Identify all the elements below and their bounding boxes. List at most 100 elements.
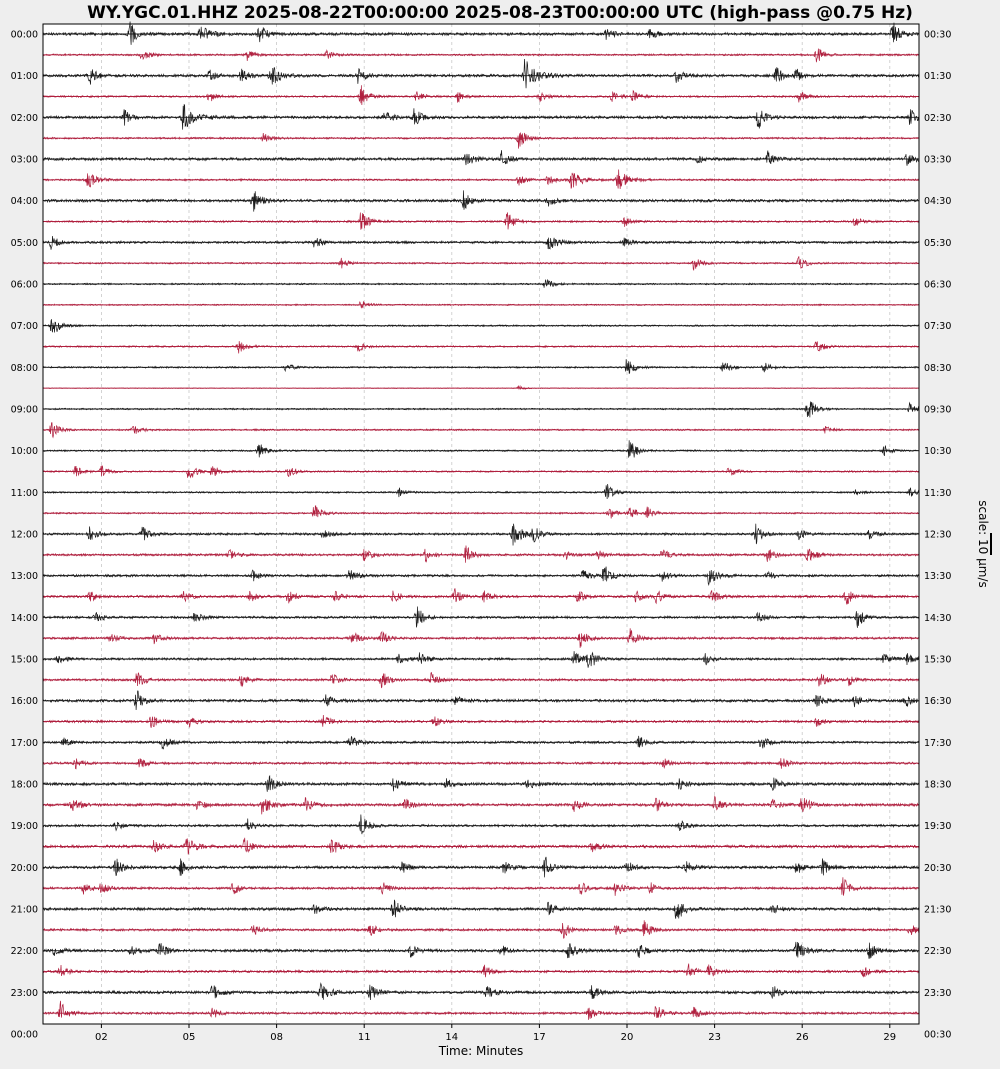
left-hour-label: 14:00: [11, 613, 38, 624]
left-hour-label: 17:00: [11, 738, 38, 749]
x-tick-label: 29: [883, 1032, 896, 1043]
left-hour-label: 18:00: [11, 780, 38, 791]
left-hour-label: 15:00: [11, 655, 38, 666]
plot-area: [43, 24, 919, 1024]
seismic-trace: [42, 103, 920, 130]
right-hour-label: 00:30: [924, 1030, 951, 1041]
left-hour-label: 11:00: [11, 488, 38, 499]
seismic-trace: [42, 150, 920, 166]
seismic-trace: [42, 523, 920, 546]
x-axis-label: Time: Minutes: [438, 1044, 523, 1058]
seismic-trace: [42, 877, 920, 896]
right-hour-label: 18:30: [924, 780, 951, 791]
seismic-trace: [42, 169, 920, 189]
x-tick-label: 17: [533, 1032, 546, 1043]
right-hour-label: 05:30: [924, 238, 951, 249]
seismic-trace: [42, 505, 920, 519]
left-hour-label: 13:00: [11, 571, 38, 582]
left-hour-label: 22:00: [11, 946, 38, 957]
right-hour-label: 19:30: [924, 821, 951, 832]
seismic-trace: [42, 837, 920, 855]
right-hour-label: 15:30: [924, 655, 951, 666]
left-hour-label: 02:00: [11, 113, 38, 124]
left-hour-label: 21:00: [11, 905, 38, 916]
seismic-trace: [42, 774, 920, 792]
right-hour-label: 09:30: [924, 405, 951, 416]
x-tick-label: 08: [270, 1032, 283, 1043]
left-hour-label: 09:00: [11, 405, 38, 416]
seismic-trace: [42, 21, 920, 45]
seismic-trace: [42, 690, 920, 711]
seismic-trace: [42, 190, 920, 212]
right-hour-label: 06:30: [924, 280, 951, 291]
left-hour-label: 20:00: [11, 863, 38, 874]
seismic-trace: [42, 795, 920, 815]
right-hour-label: 14:30: [924, 613, 951, 624]
chart-title: WY.YGC.01.HHZ 2025-08-22T00:00:00 2025-0…: [87, 3, 913, 23]
seismic-trace: [42, 545, 920, 563]
seismic-trace: [42, 671, 920, 689]
left-hour-label: 06:00: [11, 280, 38, 291]
seismic-trace: [42, 735, 920, 750]
seismic-trace: [42, 384, 920, 391]
left-hour-label: 00:00: [11, 1030, 38, 1041]
seismic-trace: [42, 714, 920, 728]
right-hour-label: 22:30: [924, 946, 951, 957]
left-hour-label: 07:00: [11, 321, 38, 332]
seismic-trace: [42, 464, 920, 479]
seismic-trace: [42, 440, 920, 458]
seismic-trace: [42, 235, 920, 250]
right-hour-label: 10:30: [924, 446, 951, 457]
left-hour-label: 01:00: [11, 71, 38, 82]
right-hour-label: 16:30: [924, 696, 951, 707]
right-hour-label: 01:30: [924, 71, 951, 82]
seismic-trace: [42, 212, 920, 230]
x-axis-ticks: 02 05 08 11 14 17 20 23 26 29: [95, 1024, 896, 1043]
seismic-trace: [42, 941, 920, 959]
left-hour-label: 19:00: [11, 821, 38, 832]
x-tick-label: 20: [621, 1032, 634, 1043]
seismic-trace: [42, 422, 920, 439]
seismic-trace: [42, 758, 920, 770]
seismic-trace: [42, 628, 920, 648]
right-hour-label: 23:30: [924, 988, 951, 999]
seismic-trace: [42, 982, 920, 1001]
left-hour-label: 16:00: [11, 696, 38, 707]
seismic-trace: [42, 588, 920, 605]
left-hour-label: 00:00: [11, 30, 38, 41]
x-tick-label: 05: [183, 1032, 196, 1043]
right-hour-label: 08:30: [924, 363, 951, 374]
left-hour-label: 23:00: [11, 988, 38, 999]
x-tick-label: 11: [358, 1032, 371, 1043]
right-hour-label: 12:30: [924, 530, 951, 541]
seismic-trace: [42, 899, 920, 919]
seismic-trace: [42, 340, 920, 354]
seismic-trace: [42, 85, 920, 105]
seismic-trace: [42, 856, 920, 878]
left-hour-labels: 00:00 01:00 02:00 03:00 04:00 05:00 06:00 07:00…: [11, 30, 38, 1041]
seismic-trace: [42, 48, 920, 63]
seismic-trace: [42, 483, 920, 500]
right-hour-label: 20:30: [924, 863, 951, 874]
seismic-trace: [42, 279, 920, 288]
seismic-trace: [42, 566, 920, 587]
seismic-trace: [42, 606, 920, 628]
left-hour-label: 05:00: [11, 238, 38, 249]
right-hour-labels: 00:30 01:30 02:30 03:30 04:30 05:30 06:30 07:30…: [924, 30, 951, 1041]
x-tick-label: 23: [708, 1032, 721, 1043]
left-hour-label: 08:00: [11, 363, 38, 374]
right-hour-label: 17:30: [924, 738, 951, 749]
scale-label: scale: 10 µm/s: [976, 500, 990, 587]
x-tick-label: 14: [445, 1032, 458, 1043]
seismic-trace: [42, 963, 920, 978]
seismic-trace: [42, 814, 920, 835]
right-hour-label: 07:30: [924, 321, 951, 332]
right-hour-label: 04:30: [924, 196, 951, 207]
right-hour-label: 02:30: [924, 113, 951, 124]
seismic-trace: [42, 1000, 920, 1020]
time-gridlines: [101, 24, 891, 1024]
left-hour-label: 10:00: [11, 446, 38, 457]
seismic-trace: [42, 920, 920, 939]
